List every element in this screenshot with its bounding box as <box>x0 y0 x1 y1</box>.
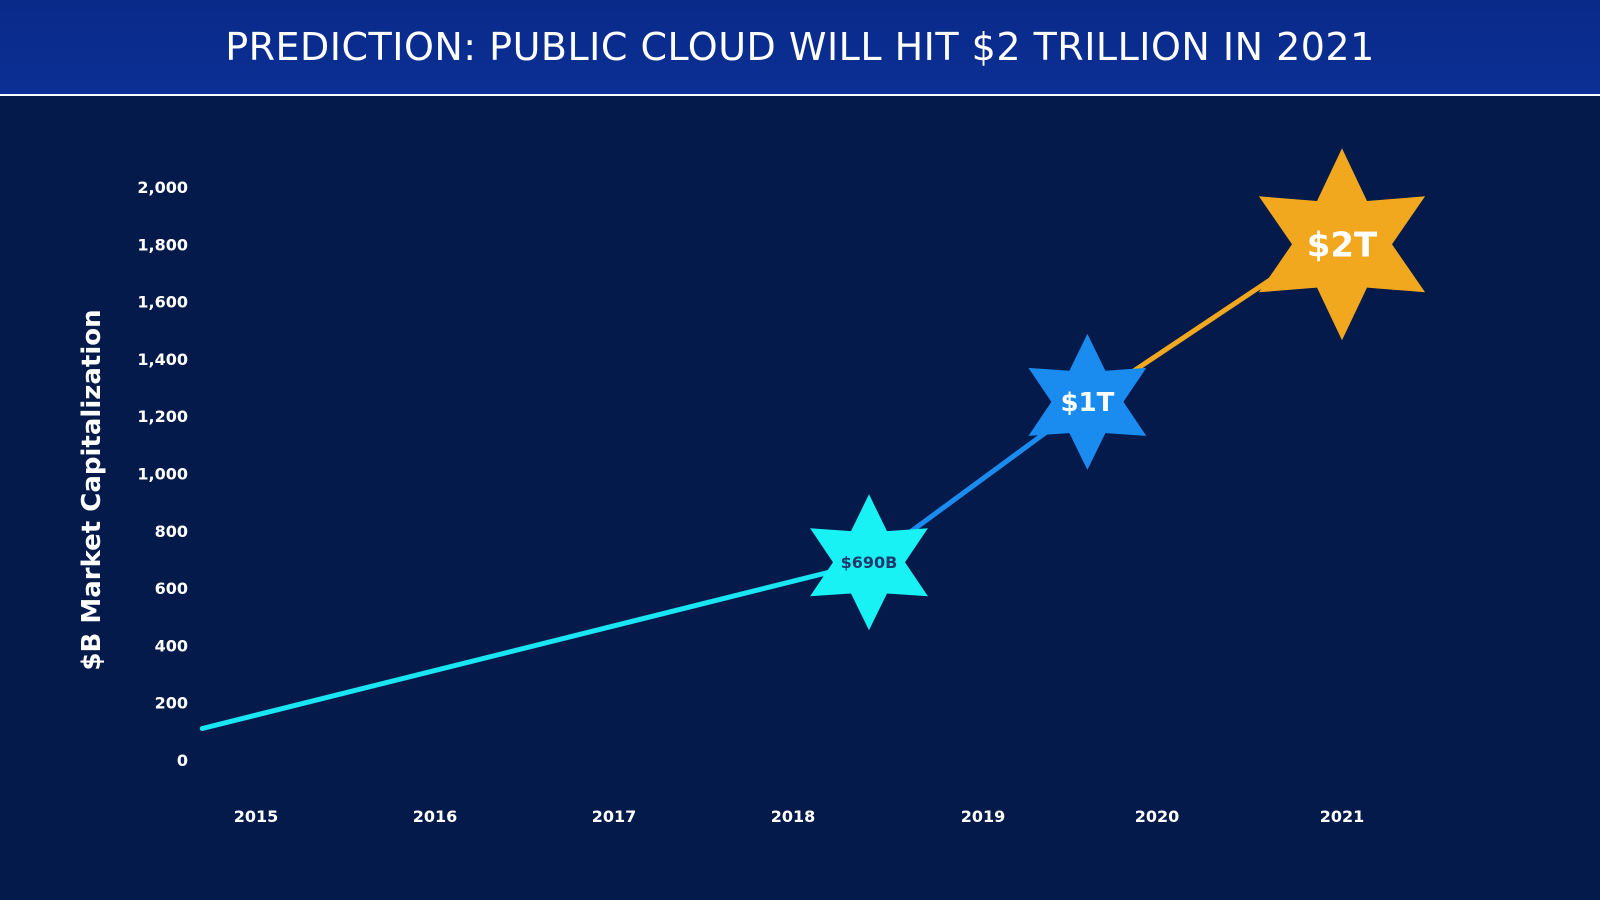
y-tick-label: 1,200 <box>137 407 188 426</box>
y-tick-label: 1,800 <box>137 235 188 254</box>
star-marker <box>1028 333 1147 470</box>
data-label: $1T <box>1060 388 1114 418</box>
star-marker <box>810 494 928 631</box>
data-label: $2T <box>1307 226 1378 266</box>
y-tick-label: 800 <box>155 522 188 541</box>
star-marker <box>1258 148 1426 341</box>
y-tick-label: 2,000 <box>137 178 188 197</box>
y-tick-label: 600 <box>155 579 188 598</box>
y-tick-label: 0 <box>177 751 188 770</box>
data-label: $690B <box>841 553 898 572</box>
x-tick-label: 2020 <box>1135 807 1180 826</box>
y-tick-label: 200 <box>155 694 188 713</box>
y-tick-label: 1,600 <box>137 293 188 312</box>
series-line-1 <box>199 559 872 731</box>
title-bar: PREDICTION: PUBLIC CLOUD WILL HIT $2 TRI… <box>0 0 1600 96</box>
x-tick-label: 2015 <box>234 807 279 826</box>
y-tick-label: 1,400 <box>137 350 188 369</box>
x-tick-label: 2021 <box>1320 807 1365 826</box>
x-tick-label: 2016 <box>413 807 458 826</box>
y-tick-label: 1,000 <box>137 465 188 484</box>
page-title: PREDICTION: PUBLIC CLOUD WILL HIT $2 TRI… <box>225 25 1375 69</box>
x-tick-label: 2018 <box>771 807 816 826</box>
y-tick-label: 400 <box>155 636 188 655</box>
x-tick-label: 2019 <box>961 807 1006 826</box>
x-tick-label: 2017 <box>592 807 637 826</box>
